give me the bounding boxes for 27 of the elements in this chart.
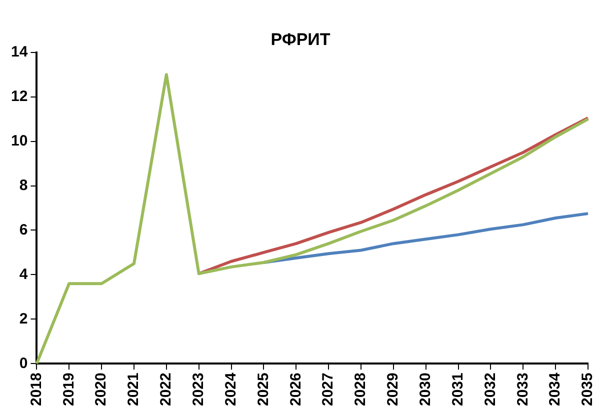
x-tick-label: 2028 (352, 372, 370, 406)
y-tick-label: 6 (19, 221, 28, 238)
x-tick-label: 2019 (60, 372, 78, 406)
y-tick-label: 0 (19, 354, 28, 372)
x-tick-label: 2023 (190, 372, 207, 406)
x-tick-label: 2034 (546, 372, 564, 406)
y-tick-label: 14 (10, 44, 28, 61)
x-tick-label: 2022 (158, 372, 175, 406)
x-tick-label: 2027 (320, 372, 337, 406)
x-tick-label: 2033 (514, 372, 532, 406)
x-tick-label: 2025 (254, 372, 272, 406)
x-tick-label: 2018 (28, 372, 45, 406)
x-tick-label: 2020 (92, 372, 110, 406)
x-tick-label: 2031 (449, 372, 466, 406)
chart-title: РФРИТ (270, 30, 331, 49)
x-tick-label: 2026 (287, 372, 304, 406)
y-tick-label: 2 (19, 310, 28, 328)
y-tick-label: 4 (19, 266, 28, 283)
x-tick-label: 2021 (125, 372, 142, 406)
x-tick-label: 2029 (384, 372, 402, 406)
x-tick-label: 2024 (222, 372, 240, 406)
y-tick-label: 8 (19, 176, 28, 194)
x-tick-label: 2030 (416, 372, 434, 406)
y-tick-label: 10 (10, 132, 28, 150)
x-tick-label: 2035 (579, 372, 596, 406)
x-tick-label: 2032 (482, 372, 499, 406)
y-tick-label: 12 (10, 88, 28, 105)
